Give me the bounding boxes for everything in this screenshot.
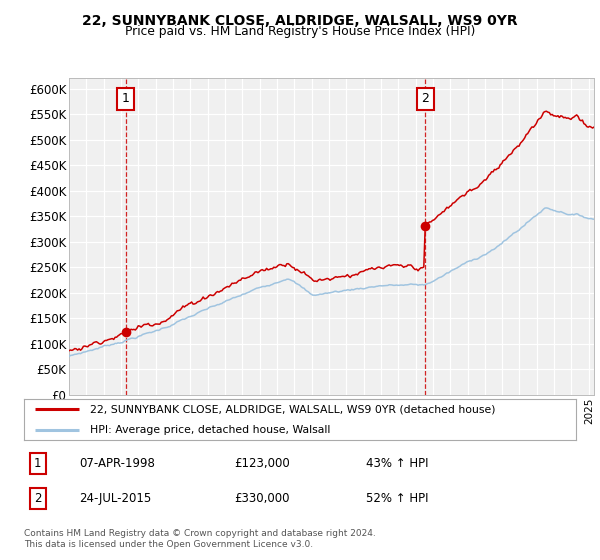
- Text: £123,000: £123,000: [234, 457, 290, 470]
- Text: 1: 1: [34, 457, 41, 470]
- Text: HPI: Average price, detached house, Walsall: HPI: Average price, detached house, Wals…: [90, 424, 331, 435]
- Text: £330,000: £330,000: [234, 492, 289, 505]
- Text: 24-JUL-2015: 24-JUL-2015: [79, 492, 151, 505]
- Text: 07-APR-1998: 07-APR-1998: [79, 457, 155, 470]
- Text: 2: 2: [34, 492, 41, 505]
- Text: Contains HM Land Registry data © Crown copyright and database right 2024.
This d: Contains HM Land Registry data © Crown c…: [24, 529, 376, 549]
- Text: 43% ↑ HPI: 43% ↑ HPI: [366, 457, 429, 470]
- Text: 22, SUNNYBANK CLOSE, ALDRIDGE, WALSALL, WS9 0YR: 22, SUNNYBANK CLOSE, ALDRIDGE, WALSALL, …: [82, 14, 518, 28]
- Text: 2: 2: [421, 92, 429, 105]
- Text: 52% ↑ HPI: 52% ↑ HPI: [366, 492, 429, 505]
- Text: Price paid vs. HM Land Registry's House Price Index (HPI): Price paid vs. HM Land Registry's House …: [125, 25, 475, 38]
- Text: 22, SUNNYBANK CLOSE, ALDRIDGE, WALSALL, WS9 0YR (detached house): 22, SUNNYBANK CLOSE, ALDRIDGE, WALSALL, …: [90, 404, 496, 414]
- Text: 1: 1: [122, 92, 130, 105]
